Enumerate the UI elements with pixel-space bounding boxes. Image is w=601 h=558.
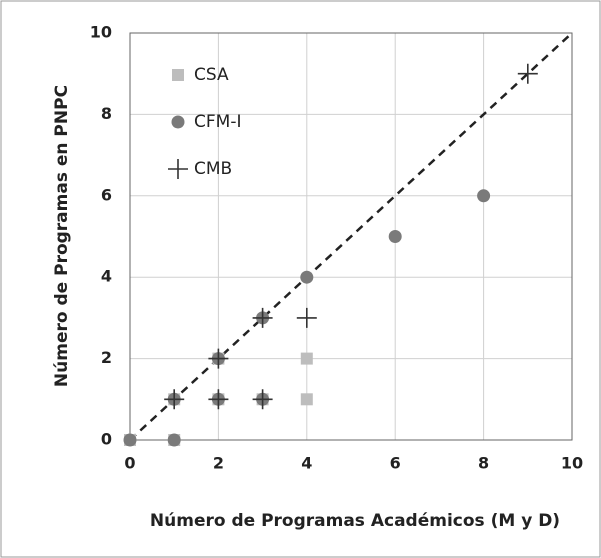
point <box>388 230 402 243</box>
x-tick-label: 6 <box>390 454 401 473</box>
point <box>296 307 317 328</box>
point <box>517 63 538 84</box>
legend-marker <box>171 115 185 129</box>
point <box>300 393 313 406</box>
identity-line <box>129 32 573 441</box>
point <box>167 433 181 447</box>
point <box>164 389 185 410</box>
legend-label: CFM-I <box>194 112 241 132</box>
y-tick-label: 2 <box>101 348 112 367</box>
point <box>252 389 273 410</box>
point <box>208 389 229 410</box>
legend-label: CSA <box>194 65 229 85</box>
x-tick-label: 0 <box>124 454 135 473</box>
x-axis-label: Número de Programas Académicos (M y D) <box>150 511 560 531</box>
point <box>300 270 314 284</box>
point <box>123 433 137 447</box>
x-tick-label: 2 <box>213 454 224 473</box>
y-tick-label: 4 <box>101 267 112 286</box>
x-tick-label: 10 <box>561 454 583 473</box>
plot-border <box>129 32 573 441</box>
legend-marker <box>168 159 188 179</box>
point <box>477 189 491 203</box>
x-tick-label: 8 <box>478 454 489 473</box>
y-tick-label: 10 <box>90 23 112 42</box>
point <box>208 348 229 369</box>
y-tick-label: 0 <box>101 430 112 449</box>
x-tick-label: 4 <box>301 454 312 473</box>
point <box>300 352 313 365</box>
y-tick-label: 8 <box>101 104 112 123</box>
point <box>252 307 273 328</box>
y-axis-label: Número de Programas en PNPC <box>52 85 72 387</box>
legend-marker <box>172 69 184 81</box>
legend-label: CMB <box>194 159 232 179</box>
y-tick-label: 6 <box>101 185 112 204</box>
